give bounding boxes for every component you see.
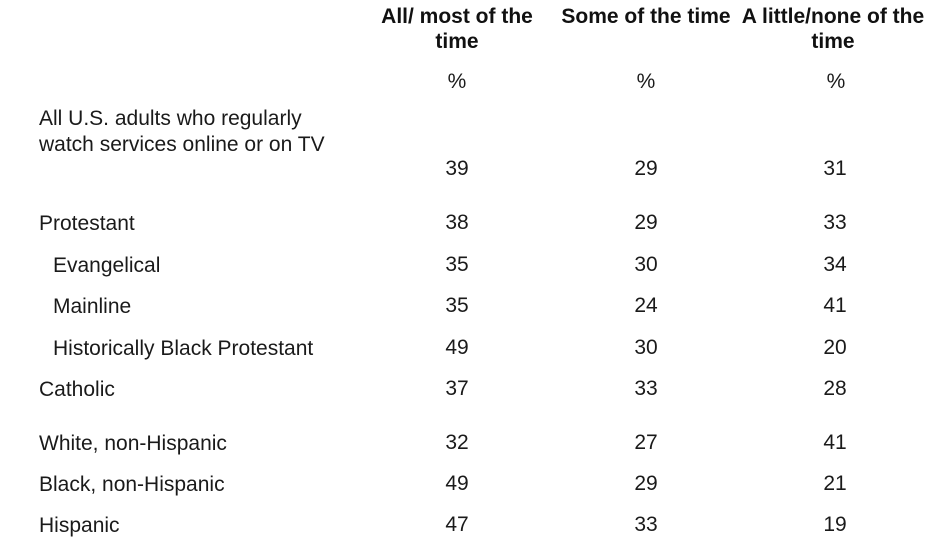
table-cell: 27 <box>634 431 658 454</box>
table-cell: 37 <box>445 377 469 400</box>
table-cell: 47 <box>445 513 469 536</box>
table-cell: 30 <box>634 336 658 359</box>
row-label: Hispanic <box>39 514 120 537</box>
row-label: Black, non-Hispanic <box>39 473 225 496</box>
row-label: White, non-Hispanic <box>39 432 227 455</box>
column-header-little-none: A little/none of the time <box>741 5 925 53</box>
table-cell: 29 <box>634 211 658 234</box>
column-header-all-most: All/ most of the time <box>381 5 533 53</box>
unit-percent-col3: % <box>826 70 846 93</box>
table-cell: 30 <box>634 253 658 276</box>
table-cell: 41 <box>823 294 847 317</box>
table-cell: 20 <box>823 336 847 359</box>
table-cell: 41 <box>823 431 847 454</box>
table-cell: 31 <box>823 157 847 180</box>
row-label: All U.S. adults who regularly watch serv… <box>39 107 325 156</box>
row-label: Mainline <box>53 295 132 318</box>
table-cell: 35 <box>445 253 469 276</box>
table-cell: 39 <box>445 157 469 180</box>
table-cell: 19 <box>823 513 847 536</box>
table-cell: 29 <box>634 157 658 180</box>
table-cell: 32 <box>445 431 469 454</box>
table-cell: 28 <box>823 377 847 400</box>
row-label: Catholic <box>39 378 115 401</box>
column-header-some: Some of the time <box>561 5 731 28</box>
unit-percent-col2: % <box>636 70 656 93</box>
table-cell: 33 <box>634 377 658 400</box>
row-label: Evangelical <box>53 254 161 277</box>
table-cell: 33 <box>634 513 658 536</box>
table-cell: 38 <box>445 211 469 234</box>
table-cell: 35 <box>445 294 469 317</box>
unit-percent-col1: % <box>447 70 467 93</box>
table-cell: 24 <box>634 294 658 317</box>
row-label: Historically Black Protestant <box>53 337 314 360</box>
table-cell: 33 <box>823 211 847 234</box>
table-cell: 49 <box>445 472 469 495</box>
table-cell: 29 <box>634 472 658 495</box>
table-cell: 34 <box>823 253 847 276</box>
row-label: Protestant <box>39 212 135 235</box>
table-cell: 21 <box>823 472 847 495</box>
table-cell: 49 <box>445 336 469 359</box>
